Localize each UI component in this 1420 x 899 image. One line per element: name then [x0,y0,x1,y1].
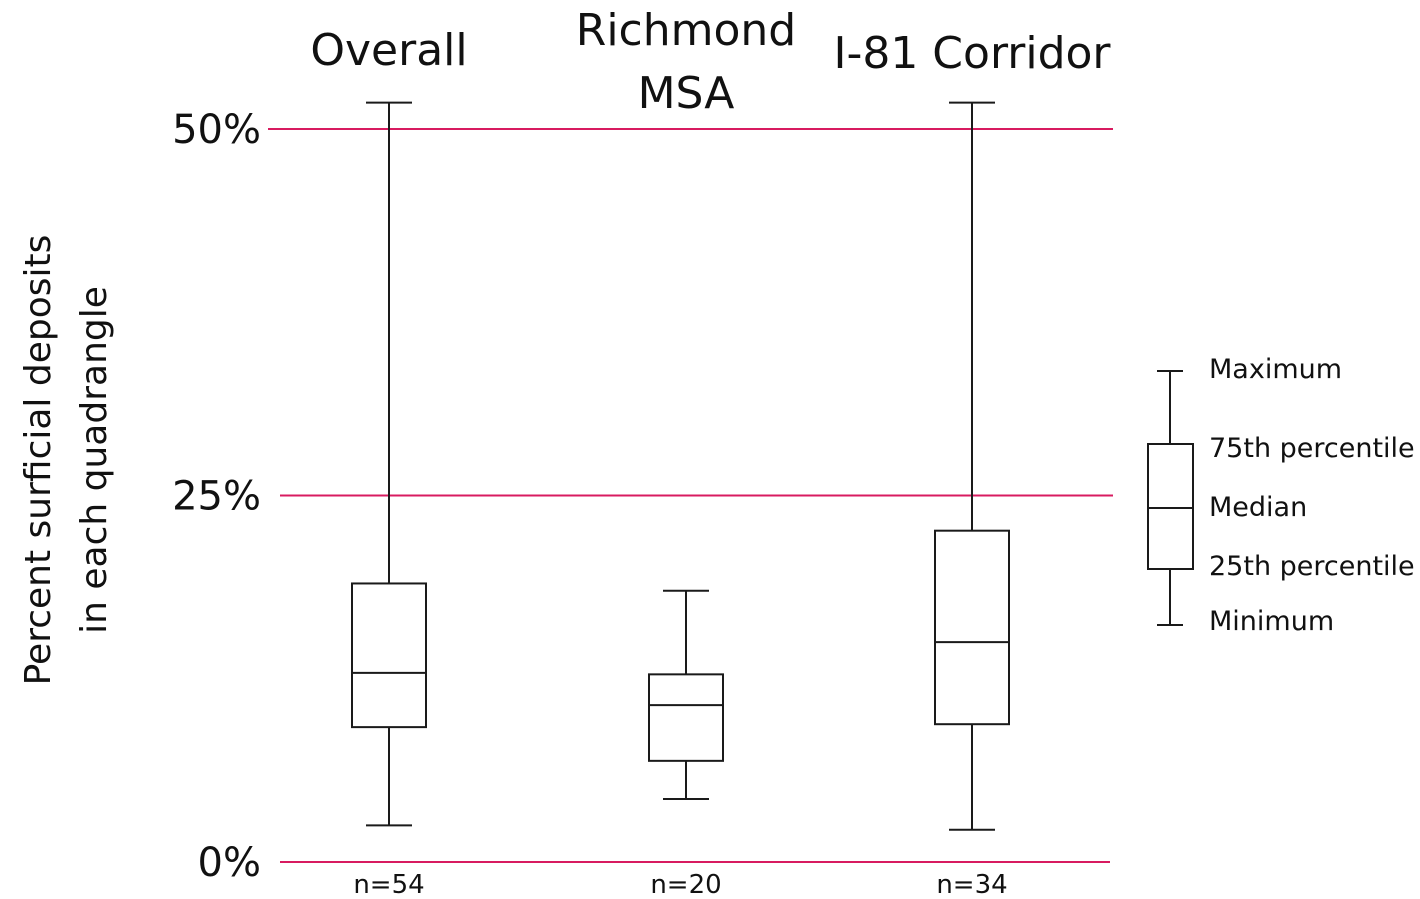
y-axis-title: Percent surficial deposits in each quadra… [18,235,115,686]
y-tick-label: 50% [172,107,261,153]
iqr-box [934,529,1010,726]
legend-label-q3: 75th percentile [1209,433,1415,464]
legend-label-q1: 25th percentile [1209,551,1415,582]
legend-label-max: Maximum [1209,354,1342,385]
legend-iqr-box [1147,443,1194,570]
y-tick-label: 25% [172,474,261,520]
sample-size-label: n=54 [353,870,424,899]
legend: Maximum 75th percentile Median 25th percent… [1147,354,1415,637]
y-tick-labels: 0% 25% 50% [172,107,261,886]
box-series-2: Richmond MSA n=20 [576,5,796,899]
iqr-box [351,582,427,729]
category-title: I-81 Corridor [833,28,1111,79]
legend-label-median: Median [1209,492,1307,523]
box-series: Overall n=54 Richmond MSA n=20 I-81 Corridor n… [310,5,1111,899]
legend-label-min: Minimum [1209,606,1334,637]
y-axis-title-line: Percent surficial deposits [18,235,59,686]
category-title: Richmond [576,5,796,56]
y-tick-label: 0% [198,840,261,886]
sample-size-label: n=34 [936,870,1007,899]
box-series-3: I-81 Corridor n=34 [833,28,1111,899]
iqr-box [648,673,724,762]
category-title: MSA [638,68,735,119]
y-axis-title-line: in each quadrangle [74,286,115,634]
gridlines [268,128,1113,863]
box-series-1: Overall n=54 [310,25,467,899]
category-title: Overall [310,25,467,76]
sample-size-label: n=20 [650,870,721,899]
